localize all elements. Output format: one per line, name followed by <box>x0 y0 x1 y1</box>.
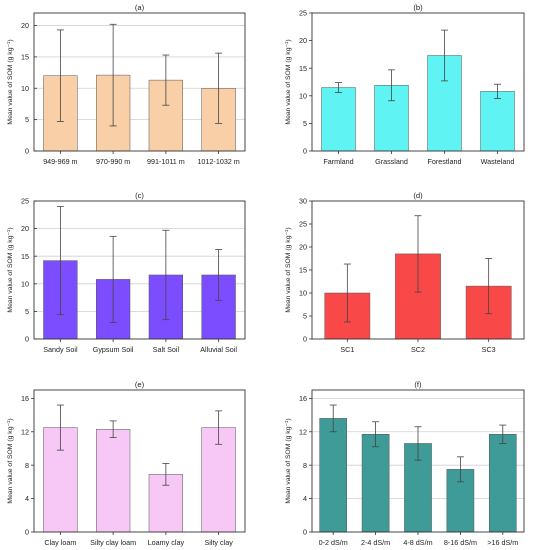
bar <box>319 418 348 533</box>
y-tick-label: 25 <box>299 9 307 18</box>
x-tick-label: Clay loam <box>44 538 76 547</box>
x-tick-label: Alluvial Soil <box>200 345 237 354</box>
x-tick-label: SC2 <box>411 345 425 354</box>
x-tick-label: Salt Soil <box>153 345 180 354</box>
y-tick-label: 20 <box>299 243 307 252</box>
y-tick-label: 4 <box>25 494 29 503</box>
y-tick-label: 30 <box>299 197 307 206</box>
bar <box>361 434 390 533</box>
y-tick-label: 12 <box>299 427 307 436</box>
y-axis-label: Mean value of SOM (g kg⁻¹) <box>285 227 292 312</box>
x-tick-label: 970-990 m <box>96 157 130 166</box>
y-tick-label: 15 <box>299 64 307 73</box>
x-tick-label: Sandy Soil <box>43 345 78 354</box>
y-tick-label: 16 <box>299 394 307 403</box>
panel-title: (b) <box>413 3 423 12</box>
y-tick-label: 5 <box>303 119 307 128</box>
x-tick-label: 2-4 dS/m <box>361 538 390 547</box>
y-tick-label: 10 <box>299 91 307 100</box>
y-axis-label: Mean value of SOM (g kg⁻¹) <box>285 418 292 503</box>
bar <box>480 91 515 152</box>
y-tick-label: 5 <box>25 115 29 124</box>
y-axis-label: Mean value of SOM (g kg⁻¹) <box>285 39 292 124</box>
y-tick-label: 4 <box>303 494 307 503</box>
plot-frame <box>311 12 525 152</box>
y-tick-label: 20 <box>21 224 29 233</box>
plot-frame <box>311 200 525 340</box>
x-tick-label: 4-8 dS/m <box>403 538 432 547</box>
y-tick-label: 20 <box>21 21 29 30</box>
y-tick-label: 15 <box>21 252 29 261</box>
chart-panel-5: Clay loam Silty clay loam Loamy clay Silty … <box>7 380 246 547</box>
chart-panel-2: Farmland Grassland Forestland Wasteland 0 5 10… <box>285 3 525 166</box>
y-tick-label: 8 <box>25 461 29 470</box>
x-tick-label: SC1 <box>340 345 354 354</box>
y-tick-label: 5 <box>25 307 29 316</box>
x-tick-label: Gypsum Soil <box>93 345 134 354</box>
y-axis-label: Mean value of SOM (g kg⁻¹) <box>7 418 14 503</box>
y-tick-label: 0 <box>25 335 29 344</box>
y-tick-label: 15 <box>299 266 307 275</box>
y-tick-label: 0 <box>303 147 307 156</box>
chart-panel-6: 0-2 dS/m 2-4 dS/m 4-8 dS/m 8-16 dS/m >16 dS/… <box>285 380 525 547</box>
plot-frame <box>33 200 246 340</box>
y-tick-label: 0 <box>25 147 29 156</box>
x-tick-label: Silty clay loam <box>90 538 136 547</box>
x-tick-label: 8-16 dS/m <box>444 538 477 547</box>
panel-title: (a) <box>135 3 145 12</box>
x-tick-label: 949-969 m <box>43 157 77 166</box>
y-tick-label: 0 <box>303 335 307 344</box>
bar <box>95 429 131 533</box>
x-tick-label: 0-2 dS/m <box>319 538 348 547</box>
y-tick-label: 0 <box>25 528 29 537</box>
y-tick-label: 10 <box>21 279 29 288</box>
y-tick-label: 16 <box>21 394 29 403</box>
bar <box>201 427 236 533</box>
x-tick-label: Silty clay <box>204 538 233 547</box>
y-axis-label: Mean value of SOM (g kg⁻¹) <box>7 227 14 312</box>
y-tick-label: 0 <box>303 528 307 537</box>
plot-frame <box>33 12 246 152</box>
y-tick-label: 10 <box>299 289 307 298</box>
y-tick-label: 8 <box>303 461 307 470</box>
x-tick-label: Wasteland <box>481 157 515 166</box>
chart-panel-3: Sandy Soil Gypsum Soil Salt Soil Alluvial S… <box>7 191 246 354</box>
x-tick-label: >16 dS/m <box>487 538 518 547</box>
plot-frame <box>33 389 246 533</box>
bar <box>488 434 517 533</box>
y-tick-label: 25 <box>299 220 307 229</box>
y-tick-label: 20 <box>299 36 307 45</box>
plot-frame <box>311 389 525 533</box>
x-tick-label: Forestland <box>428 157 462 166</box>
bar <box>321 87 356 152</box>
y-tick-label: 25 <box>21 197 29 206</box>
x-tick-label: Loamy clay <box>148 538 185 547</box>
panel-title: (d) <box>413 191 423 200</box>
panel-title: (e) <box>135 380 145 389</box>
y-tick-label: 15 <box>21 53 29 62</box>
panel-title: (c) <box>135 191 144 200</box>
y-tick-label: 12 <box>21 427 29 436</box>
x-tick-label: 991-1011 m <box>147 157 185 166</box>
x-tick-label: Grassland <box>375 157 408 166</box>
chart-panel-4: SC1 SC2 SC3 0 5 10 15 20 25 30 (d) Mean value of SO… <box>285 191 525 354</box>
y-tick-label: 10 <box>21 84 29 93</box>
x-tick-label: SC3 <box>482 345 496 354</box>
x-tick-label: 1012-1032 m <box>197 157 239 166</box>
x-tick-label: Farmland <box>323 157 353 166</box>
y-axis-label: Mean value of SOM (g kg⁻¹) <box>7 39 14 124</box>
y-tick-label: 5 <box>303 312 307 321</box>
panel-title: (f) <box>414 380 422 389</box>
chart-panel-1: 949-969 m 970-990 m 991-1011 m 1012-1032 m 0… <box>7 3 246 166</box>
